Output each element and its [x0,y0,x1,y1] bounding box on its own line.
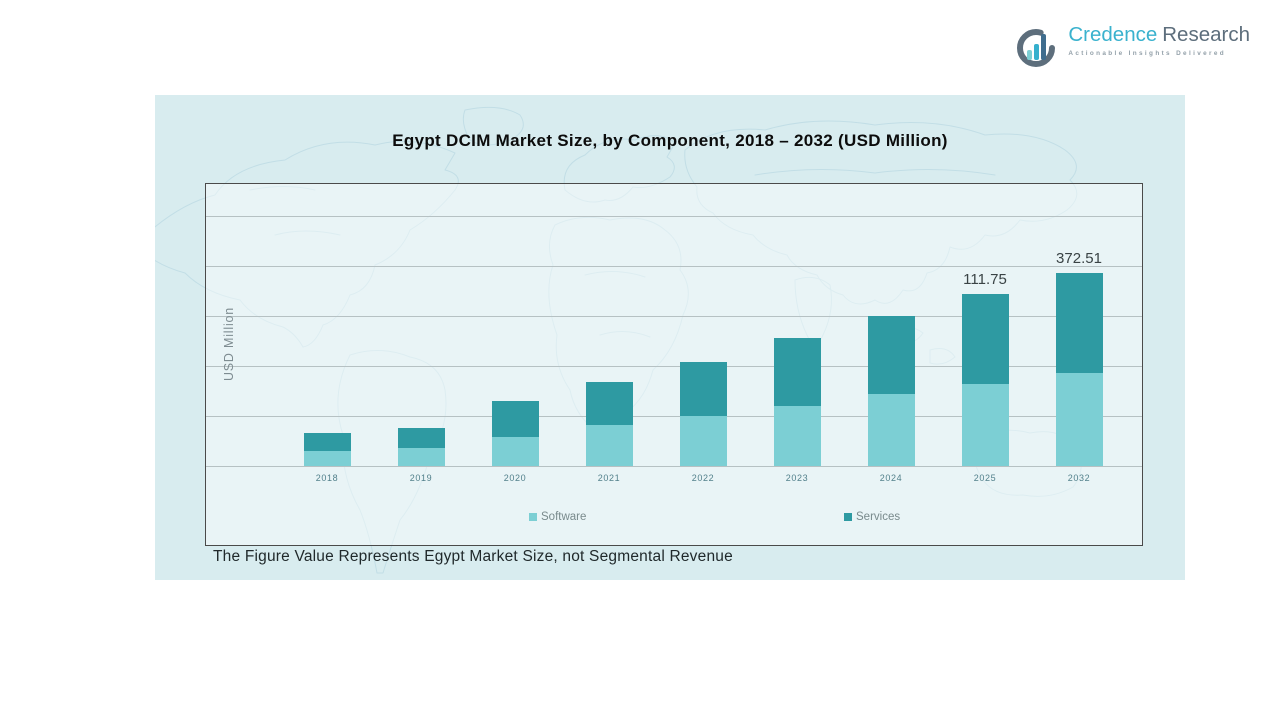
brand-text: Credence Research Actionable Insights Del… [1068,23,1250,57]
x-tick-2018: 2018 [315,473,339,483]
x-tick-2032: 2032 [1067,473,1091,483]
bar-segment-services-2023 [773,338,821,406]
gridline [206,466,1142,467]
y-axis-title: USD Million [208,302,250,386]
brand-wordmark: Credence Research [1068,23,1250,47]
legend-label-software: Software [541,511,587,523]
x-tick-2020: 2020 [503,473,527,483]
bar-segment-services-2022 [679,362,727,416]
bar-segment-software-2021 [585,425,633,466]
legend-label-services: Services [856,511,901,523]
x-tick-2023: 2023 [785,473,809,483]
figure-footnote: The Figure Value Represents Egypt Market… [213,548,733,565]
bar-segment-services-2032 [1055,273,1103,373]
x-tick-2022: 2022 [691,473,715,483]
value-label-2032: 372.51 [1056,250,1102,267]
chart-title: Egypt DCIM Market Size, by Component, 20… [392,131,948,150]
legend-swatch-software [529,513,537,521]
bar-segment-services-2021 [585,382,633,425]
brand-name-secondary: Research [1162,23,1250,46]
bar-segment-services-2018 [303,433,351,451]
value-label-2025: 111.75 [963,271,1007,288]
legend-item-services: Services [844,511,900,523]
bar-2018 [303,433,351,466]
brand-tagline: Actionable Insights Delivered [1068,49,1226,57]
brand-logo: Credence Research Actionable Insights Del… [1015,23,1250,69]
brand-name-primary: Credence [1068,23,1158,46]
bar-segment-software-2025 [961,384,1009,466]
bar-2025 [961,294,1009,466]
bar-segment-services-2025 [961,294,1009,384]
x-tick-2021: 2021 [597,473,621,483]
bar-2020 [491,401,539,466]
gridline [206,366,1142,367]
gridline [206,316,1142,317]
x-tick-2019: 2019 [409,473,433,483]
bar-segment-software-2023 [773,406,821,466]
bar-segment-software-2024 [867,394,915,466]
gridline [206,416,1142,417]
bar-segment-software-2019 [397,448,445,466]
y-axis-title-text: USD Million [222,306,236,382]
bar-2022 [679,362,727,466]
x-tick-2024: 2024 [879,473,903,483]
bar-2021 [585,382,633,466]
bar-2032 [1055,273,1103,466]
gridline [206,266,1142,267]
bar-2023 [773,338,821,466]
bar-segment-services-2024 [867,316,915,394]
x-tick-2025: 2025 [973,473,997,483]
bar-segment-software-2018 [303,451,351,466]
bar-segment-software-2020 [491,437,539,466]
chart-panel: Egypt DCIM Market Size, by Component, 20… [155,95,1185,580]
bar-segment-services-2019 [397,428,445,448]
legend-swatch-services [844,513,852,521]
bar-2024 [867,316,915,466]
bar-segment-software-2032 [1055,373,1103,466]
gridline [206,216,1142,217]
plot-area: USD Million 2018 2019 2020 2021 2022 2023 2024… [205,183,1143,546]
bar-chart-ring-icon [1017,29,1056,67]
bar-2019 [397,428,445,466]
legend-item-software: Software [529,511,586,523]
bar-segment-software-2022 [679,416,727,466]
bar-segment-services-2020 [491,401,539,437]
